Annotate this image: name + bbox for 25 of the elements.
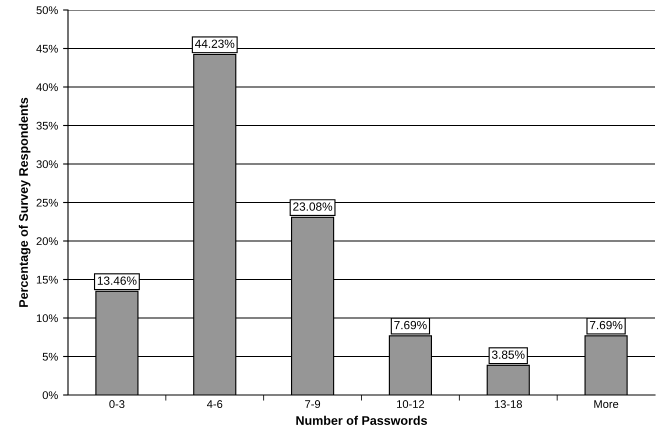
data-label: 3.85%	[492, 350, 525, 359]
data-label: 7.69%	[590, 320, 622, 330]
y-tick-label: 30%	[36, 160, 58, 168]
x-axis-title: Number of Passwords	[296, 416, 427, 425]
y-tick-label: 50%	[36, 6, 58, 14]
y-tick-label: 20%	[36, 237, 58, 246]
y-tick-label: 40%	[36, 83, 58, 92]
y-tick-label: 45%	[36, 44, 58, 53]
y-tick-label: 35%	[36, 122, 58, 130]
y-tick-label: 25%	[36, 198, 58, 207]
x-tick-label: More	[594, 400, 618, 408]
y-axis-title: Percentage of Survey Respondents	[18, 98, 30, 307]
x-tick-label: 4-6	[206, 400, 222, 408]
x-tick-label: 13-18	[494, 400, 522, 408]
x-tick-label: 7-9	[305, 400, 320, 408]
data-label: 44.23%	[195, 40, 234, 48]
x-tick-label: 0-3	[109, 400, 124, 408]
x-tick-label: 10-12	[397, 400, 424, 408]
y-tick-label: 10%	[36, 314, 58, 322]
data-label: 7.69%	[394, 320, 427, 330]
y-tick-label: 5%	[42, 352, 58, 361]
y-tick-label: 0%	[42, 391, 58, 400]
data-label: 13.46%	[98, 276, 137, 285]
data-label: 23.08%	[293, 202, 332, 211]
y-tick-label: 15%	[36, 276, 58, 284]
